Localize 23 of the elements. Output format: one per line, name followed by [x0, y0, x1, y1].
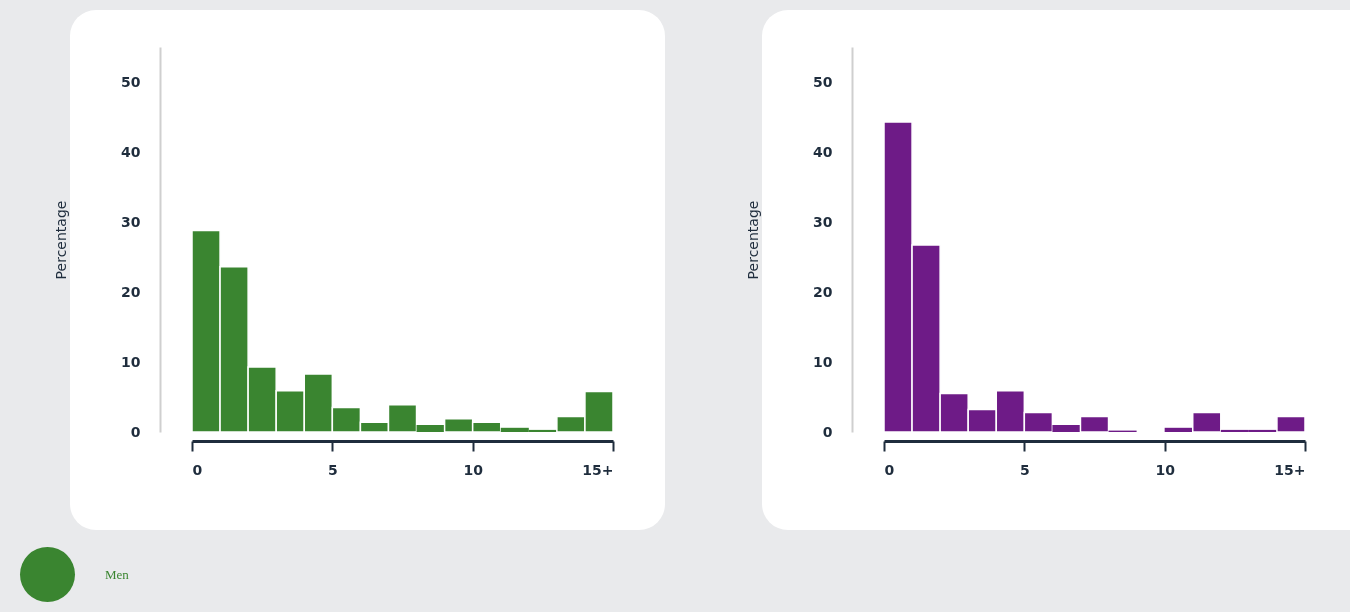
y-tick-label: 10: [813, 353, 833, 370]
y-axis-title: Percentage: [745, 200, 762, 280]
y-tick-label: 0: [822, 423, 833, 440]
text: Men: [105, 566, 129, 583]
y-tick-label: 20: [813, 283, 833, 300]
y-tick-label: 30: [121, 213, 141, 230]
y-tick-label: 30: [813, 213, 833, 230]
x-tick-label: 0: [884, 461, 895, 478]
y-axis-title: Percentage: [53, 200, 70, 280]
y-tick-label: 40: [121, 143, 141, 160]
y-tick-label: 50: [813, 73, 833, 90]
x-tick-label: 15+: [1274, 461, 1306, 478]
y-tick-label: 40: [813, 143, 833, 160]
x-tick-label: 10: [463, 461, 484, 478]
x-tick-label: 10: [1155, 461, 1176, 478]
x-tick-label: 15+: [582, 461, 614, 478]
x-tick-label: 5: [327, 461, 338, 478]
x-tick-label: 0: [192, 461, 203, 478]
x-tick-label: 5: [1019, 461, 1030, 478]
y-tick-label: 20: [121, 283, 141, 300]
y-tick-label: 0: [130, 423, 141, 440]
y-tick-label: 50: [121, 73, 141, 90]
y-tick-label: 10: [121, 353, 141, 370]
